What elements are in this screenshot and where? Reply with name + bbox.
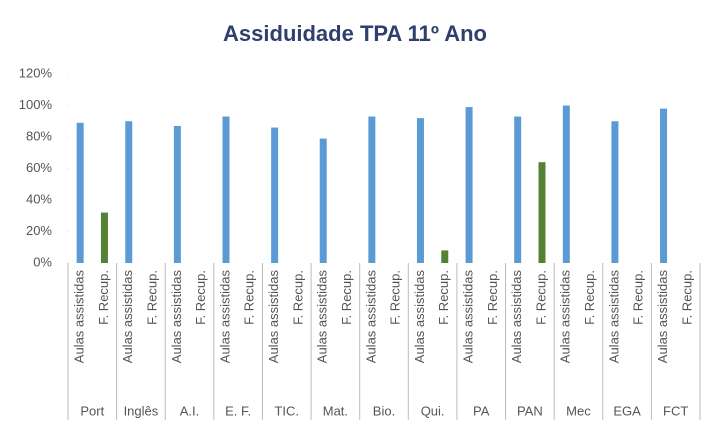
x-sub-label: F. Recup.: [242, 270, 257, 325]
x-sub-label: F. Recup.: [485, 270, 500, 325]
bar: [76, 122, 84, 263]
x-group-label: EGA: [613, 403, 641, 418]
y-tick-label: 120%: [19, 65, 53, 80]
x-group-label: Port: [80, 403, 104, 418]
x-group-label: Inglês: [124, 403, 159, 418]
x-sub-label: F. Recup.: [582, 270, 597, 325]
x-sub-label: Aulas assistidas: [412, 270, 427, 364]
x-sub-label: F. Recup.: [290, 270, 305, 325]
x-group-label: A.I.: [180, 403, 200, 418]
x-group-label: PA: [473, 403, 490, 418]
bar: [319, 138, 327, 263]
bar: [441, 250, 449, 263]
bar: [611, 121, 619, 263]
x-sub-label: F. Recup.: [631, 270, 646, 325]
x-sub-label: Aulas assistidas: [120, 270, 135, 364]
bar: [100, 212, 108, 263]
x-group-label: Mec: [566, 403, 591, 418]
y-tick-label: 0%: [33, 254, 52, 269]
bar: [514, 116, 522, 264]
chart-title: Assiduidade TPA 11º Ano: [223, 21, 487, 46]
x-sub-label: Aulas assistidas: [315, 270, 330, 364]
x-sub-label: F. Recup.: [339, 270, 354, 325]
y-tick-label: 80%: [26, 128, 52, 143]
y-tick-label: 20%: [26, 223, 52, 238]
x-group-label: Bio.: [373, 403, 395, 418]
x-sub-label: F. Recup.: [533, 270, 548, 325]
x-group-label: Mat.: [323, 403, 348, 418]
x-sub-label: Aulas assistidas: [363, 270, 378, 364]
x-sub-label: Aulas assistidas: [266, 270, 281, 364]
x-group-label: FCT: [663, 403, 688, 418]
y-tick-label: 100%: [19, 97, 53, 112]
x-sub-label: F. Recup.: [96, 270, 111, 325]
x-sub-label: F. Recup.: [388, 270, 403, 325]
bar: [465, 107, 473, 263]
bar: [222, 116, 230, 264]
x-sub-label: F. Recup.: [193, 270, 208, 325]
x-sub-label: F. Recup.: [145, 270, 160, 325]
x-sub-label: F. Recup.: [436, 270, 451, 325]
bar: [368, 116, 376, 264]
y-tick-label: 60%: [26, 160, 52, 175]
x-group-label: PAN: [517, 403, 543, 418]
x-sub-label: F. Recup.: [679, 270, 694, 325]
bar: [271, 127, 279, 263]
x-sub-label: Aulas assistidas: [217, 270, 232, 364]
x-sub-label: Aulas assistidas: [169, 270, 184, 364]
x-sub-label: Aulas assistidas: [655, 270, 670, 364]
x-sub-label: Aulas assistidas: [606, 270, 621, 364]
bar: [416, 118, 424, 263]
y-tick-label: 40%: [26, 191, 52, 206]
bar: [562, 105, 570, 263]
x-sub-label: Aulas assistidas: [461, 270, 476, 364]
x-group-label: TIC.: [274, 403, 299, 418]
x-group-label: E. F.: [225, 403, 251, 418]
x-sub-label: Aulas assistidas: [72, 270, 87, 364]
x-sub-label: Aulas assistidas: [558, 270, 573, 364]
bar: [538, 162, 546, 263]
bar: [660, 108, 668, 264]
bar: [125, 121, 133, 263]
x-sub-label: Aulas assistidas: [509, 270, 524, 364]
bar: [173, 125, 181, 263]
x-group-label: Qui.: [421, 403, 445, 418]
